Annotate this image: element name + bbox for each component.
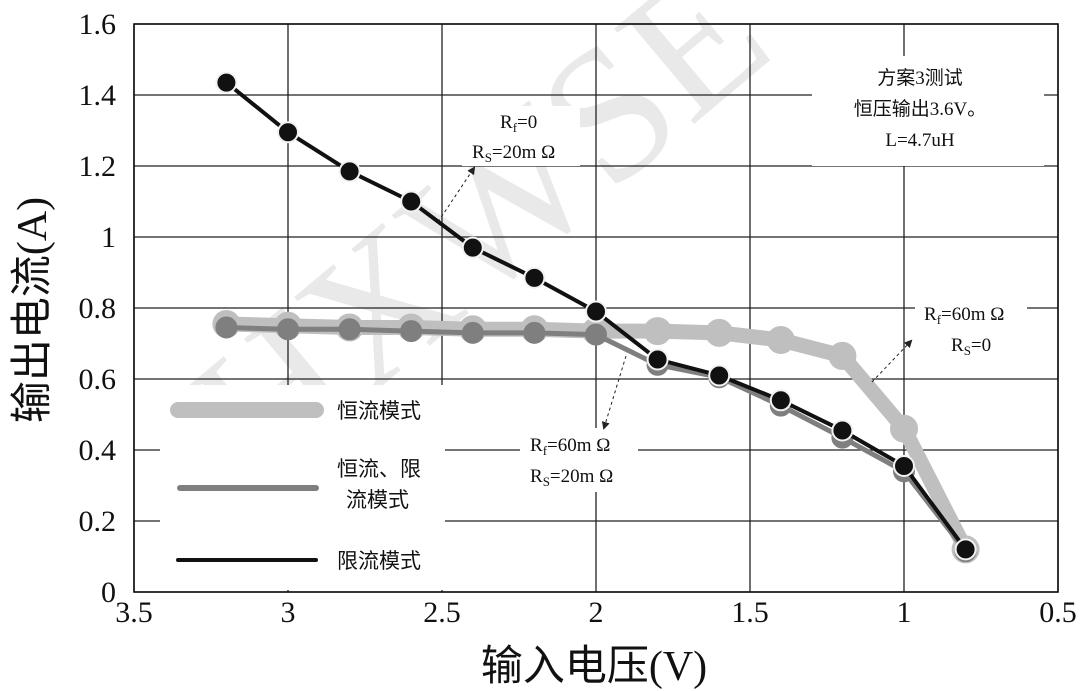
x-axis-title: 输入电压(V)	[481, 644, 707, 690]
plot-frame	[133, 23, 1059, 593]
x-tick-label: 1	[897, 596, 912, 629]
x-tick-label: 2	[589, 596, 604, 629]
data-point	[831, 419, 854, 442]
annotation-b-line-1: Rf=60m Ω	[924, 304, 1004, 327]
info-line-2: 恒压输出3.6V。	[854, 98, 986, 120]
y-tick-label: 0.2	[79, 505, 117, 538]
tick-labels: 3.5 3 2.5 2 1.5 1 0.5 0 0.2 0.4 0.6 0.8 1 1.2 1.4 1.6	[79, 8, 1077, 629]
data-point	[766, 325, 795, 354]
info-line-1: 方案3测试	[877, 67, 963, 89]
annotation-b-line-2: RS=0	[951, 335, 991, 358]
x-tick-label: 3	[281, 596, 296, 629]
y-tick-label: 1.4	[79, 79, 117, 112]
annotation-b-box	[915, 295, 1027, 357]
annotation-c-box	[520, 428, 638, 492]
x-tick-label: 0.5	[1039, 596, 1077, 629]
series-layer	[212, 71, 980, 564]
data-point	[705, 318, 734, 347]
annotation-c-line-1: Rf=60m Ω	[530, 435, 610, 458]
data-point	[461, 321, 484, 344]
info-box	[812, 56, 1044, 166]
legend-label-cc-cl-line1: 恒流、限	[337, 457, 421, 481]
y-tick-label: 1	[101, 221, 116, 254]
data-point	[585, 323, 607, 346]
data-point	[215, 71, 238, 94]
annotation-a-line-2: RS=20m Ω	[472, 142, 555, 165]
info-line-3: L=4.7uH	[885, 130, 955, 151]
data-point	[461, 236, 484, 259]
data-point	[585, 300, 607, 323]
y-tick-label: 1.2	[79, 150, 117, 183]
legend-label-cl: 限流模式	[337, 549, 421, 573]
data-point	[769, 389, 792, 412]
data-point	[338, 160, 361, 183]
legend: 恒流模式 恒流、限 流模式 限流模式	[160, 385, 445, 590]
x-tick-label: 3.5	[115, 596, 153, 629]
data-point	[338, 318, 361, 341]
data-point	[277, 318, 299, 341]
data-point	[708, 364, 731, 387]
data-point	[277, 121, 299, 144]
series-3	[215, 71, 977, 561]
data-point	[890, 414, 918, 443]
y-axis-title: 输出电流(A)	[10, 197, 56, 423]
data-point	[523, 321, 546, 344]
annotation-a-line-1: Rf=0	[500, 112, 537, 135]
data-point	[523, 266, 546, 289]
legend-label-cc: 恒流模式	[337, 399, 421, 423]
annotation-c-arrow	[601, 355, 627, 430]
data-point	[400, 320, 423, 343]
annotation-a-box	[462, 106, 580, 166]
axes	[133, 23, 1059, 593]
y-tick-label: 0.4	[79, 434, 117, 467]
annotation-c-line-2: RS=20m Ω	[530, 466, 613, 489]
data-point	[828, 341, 857, 370]
legend-label-cc-cl-line2: 流模式	[346, 488, 409, 512]
y-tick-label: 0.8	[79, 292, 117, 325]
data-point	[215, 316, 238, 339]
data-point	[643, 317, 672, 346]
y-tick-label: 1.6	[79, 8, 117, 41]
y-tick-label: 0	[101, 576, 116, 609]
x-tick-label: 1.5	[731, 596, 769, 629]
x-tick-label: 2.5	[423, 596, 461, 629]
data-point	[400, 190, 423, 213]
y-tick-label: 0.6	[79, 363, 117, 396]
data-point	[954, 538, 977, 561]
annotation-b-arrow	[871, 339, 913, 383]
annotation-a-arrow	[437, 166, 476, 223]
data-point	[646, 348, 669, 371]
data-point	[893, 454, 915, 477]
